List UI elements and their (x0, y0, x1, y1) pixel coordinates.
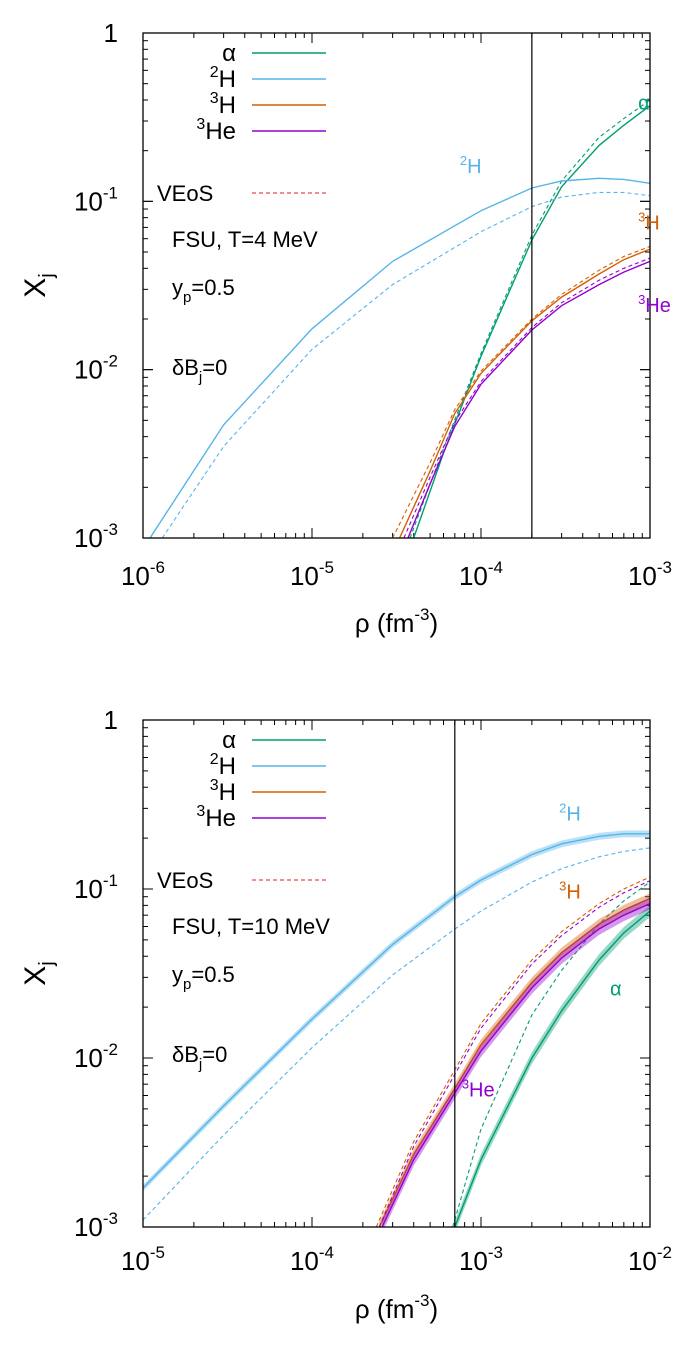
x-tick-label: 10-4 (459, 558, 503, 591)
x-axis-label: ρ (fm-3) (355, 605, 438, 638)
y-tick-label: 10-1 (74, 183, 118, 216)
y-axis-label: Xj (19, 961, 58, 985)
legend-label-3He: 3He (196, 803, 236, 832)
plot-frame (142, 719, 651, 1228)
legend-label-veos: VEoS (157, 181, 213, 206)
y-axis-label: Xj (19, 273, 58, 297)
x-tick-label: 10-3 (628, 558, 672, 591)
x-tick-label: 10-2 (628, 1243, 672, 1276)
series-label-3H: 3H (638, 210, 660, 235)
annotation-model: FSU, T=4 MeV (172, 227, 318, 252)
series-line-3H (378, 897, 650, 1227)
legend-label-α: α (222, 40, 236, 67)
legend-label-veos: VEoS (157, 868, 213, 893)
x-tick-label: 10-5 (290, 558, 334, 591)
y-tick-label: 10-2 (74, 352, 118, 385)
x-axis-label: ρ (fm-3) (355, 1291, 438, 1324)
series-label-3He: 3He (638, 292, 671, 317)
plot-area (143, 830, 650, 1227)
legend-label-3H: 3H (210, 777, 236, 806)
y-tick-label: 10-1 (74, 871, 118, 904)
x-tick-label: 10-6 (121, 558, 165, 591)
y-tick-label: 10-3 (74, 520, 118, 553)
series-label-2H: 2H (460, 153, 482, 178)
chart-panel-bottom: 10-5 10-4 10-3 10-2 10-3 10-2 10-1 1 ρ (fm-3) Xj α… (19, 705, 672, 1324)
y-tick-label: 1 (104, 18, 118, 48)
series-line-α-veos (452, 881, 650, 1227)
series-label-α: α (638, 93, 650, 115)
series-line-2H (149, 177, 650, 538)
series-label-3He: 3He (462, 1077, 495, 1102)
plot-frame (142, 32, 651, 539)
series-line-α-veos (409, 99, 650, 538)
series-line-3H (398, 248, 650, 538)
x-tick-label: 10-4 (290, 1243, 334, 1276)
y-tick-label: 1 (104, 705, 118, 735)
legend-label-3He: 3He (196, 116, 236, 145)
annotation-proton-fraction: yp=0.5 (172, 962, 235, 993)
chart-panel-top: 10-6 10-5 10-4 10-3 10-3 10-2 10-1 1 ρ (fm-3) Xj α… (19, 18, 672, 638)
series-label-3H: 3H (559, 878, 581, 903)
annotation-proton-fraction: yp=0.5 (172, 275, 235, 306)
series-line-3H-veos (392, 245, 650, 538)
series-line-3He (381, 902, 650, 1227)
series-line-α (454, 910, 650, 1227)
series-line-3He (407, 260, 650, 538)
series-line-2H-veos (143, 847, 650, 1221)
series-line-2H-veos (161, 191, 650, 538)
series-line-3He-veos (378, 880, 650, 1227)
legend-label-α: α (222, 727, 236, 754)
y-tick-label: 10-3 (74, 1209, 118, 1242)
series-line-2H (143, 833, 650, 1189)
series-label-α: α (610, 978, 622, 1000)
x-tick-label: 10-5 (121, 1243, 165, 1276)
x-tick-label: 10-3 (459, 1243, 503, 1276)
legend-label-2H: 2H (210, 64, 236, 93)
series-band (454, 905, 650, 1227)
plot-area (149, 99, 650, 538)
series-line-3H-veos (375, 876, 650, 1227)
annotation-binding-shift: δBj=0 (172, 1042, 227, 1073)
legend-label-2H: 2H (210, 751, 236, 780)
annotation-binding-shift: δBj=0 (172, 355, 227, 386)
y-tick-label: 10-2 (74, 1040, 118, 1073)
legend-label-3H: 3H (210, 90, 236, 119)
annotation-model: FSU, T=10 MeV (172, 914, 330, 939)
series-line-3He-veos (403, 257, 650, 538)
series-label-2H: 2H (559, 800, 581, 825)
